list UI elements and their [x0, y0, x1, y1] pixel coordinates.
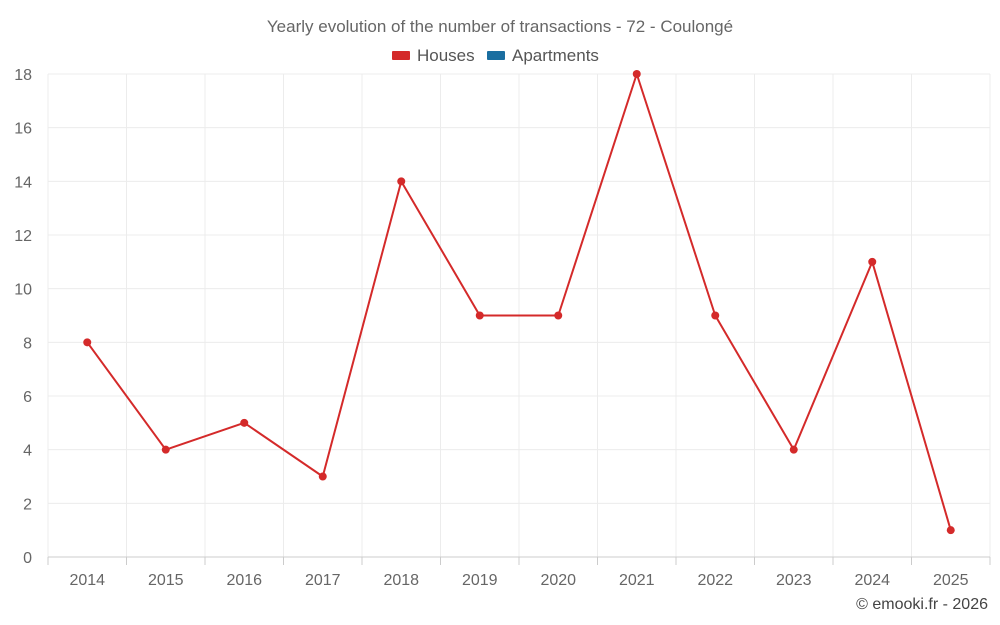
- chart-title: Yearly evolution of the number of transa…: [267, 17, 733, 36]
- x-tick-label: 2019: [462, 572, 498, 589]
- x-tick-label: 2017: [305, 572, 341, 589]
- y-axis: 0 2 4 6 8 10 12 14 16 18: [14, 67, 32, 567]
- y-tick-label: 12: [14, 228, 32, 245]
- x-tick-label: 2016: [226, 572, 262, 589]
- x-axis: 2014 2015 2016 2017 2018 2019 2020 2021 2022 2023…: [47, 556, 991, 589]
- data-point[interactable]: [868, 257, 877, 266]
- data-point[interactable]: [946, 526, 955, 535]
- x-tick-label: 2015: [148, 572, 184, 589]
- y-tick-label: 6: [23, 389, 32, 406]
- x-tick-label: 2023: [776, 572, 812, 589]
- x-tick-label: 2021: [619, 572, 655, 589]
- data-point[interactable]: [789, 445, 798, 454]
- y-tick-label: 16: [14, 121, 32, 138]
- y-tick-label: 8: [23, 335, 32, 352]
- data-point[interactable]: [83, 338, 92, 347]
- x-tick-label: 2022: [697, 572, 733, 589]
- data-point[interactable]: [554, 311, 563, 320]
- x-tick-label: 2025: [933, 572, 969, 589]
- data-point[interactable]: [711, 311, 720, 320]
- legend-label-houses[interactable]: Houses: [417, 46, 475, 65]
- series-line-houses: [86, 73, 952, 531]
- legend-swatch-houses[interactable]: [392, 51, 410, 60]
- data-point[interactable]: [632, 70, 641, 78]
- data-point[interactable]: [397, 177, 406, 186]
- legend[interactable]: Houses Apartments: [392, 46, 599, 65]
- y-tick-label: 0: [23, 550, 32, 567]
- y-tick-label: 4: [23, 443, 32, 460]
- series-houses: [83, 70, 955, 535]
- data-point[interactable]: [161, 445, 170, 454]
- y-tick-label: 10: [14, 282, 32, 299]
- data-point[interactable]: [240, 418, 249, 427]
- y-tick-label: 18: [14, 67, 32, 84]
- x-tick-label: 2018: [383, 572, 419, 589]
- credit-text: © emooki.fr - 2026: [856, 596, 988, 613]
- legend-label-apartments[interactable]: Apartments: [512, 46, 599, 65]
- y-tick-label: 2: [23, 496, 32, 513]
- x-tick-label: 2014: [69, 572, 105, 589]
- data-point[interactable]: [318, 472, 327, 481]
- x-tick-label: 2024: [854, 572, 890, 589]
- y-tick-label: 14: [14, 174, 32, 191]
- x-tick-label: 2020: [540, 572, 576, 589]
- legend-swatch-apartments[interactable]: [487, 51, 505, 60]
- grid-lines: [47, 73, 991, 557]
- data-point[interactable]: [475, 311, 484, 320]
